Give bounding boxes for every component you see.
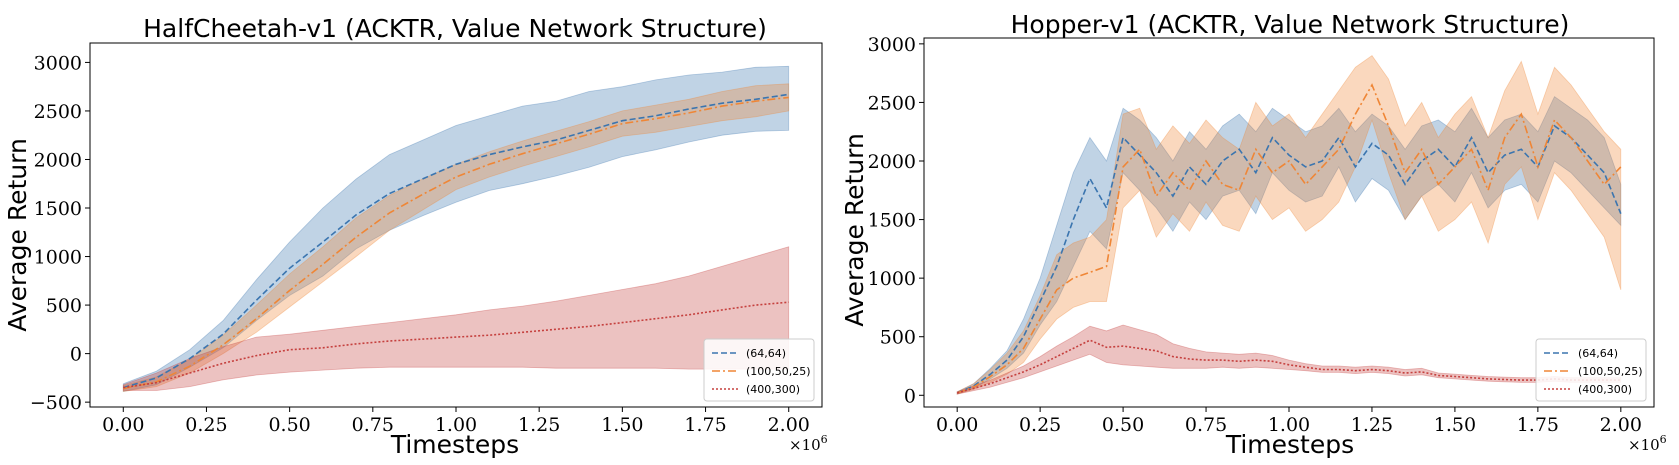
x-axis-multiplier: ×106 [1628,433,1667,454]
legend-box [1535,338,1647,402]
x-tick-label: 0.50 [1102,414,1144,436]
y-tick-label: 1000 [34,247,82,269]
y-tick-label: 500 [880,327,916,349]
x-tick-label: 0.75 [352,414,394,436]
x-tick-label: 1.50 [1434,414,1476,436]
y-tick-label: 3000 [34,52,82,74]
chart-halfcheetah: HalfCheetah-v1 (ACKTR, Value Network Str… [3,14,828,459]
x-axis-label: Timesteps [390,430,519,459]
confidence-band-2 [956,324,1622,395]
chart-title: HalfCheetah-v1 (ACKTR, Value Network Str… [143,14,767,43]
y-tick-label: 3000 [868,34,916,56]
series-line-0 [123,93,789,389]
x-tick-label: 1.00 [1268,414,1310,436]
series-line-2 [956,339,1621,394]
chart-hopper: Hopper-v1 (ACKTR, Value Network Structur… [840,10,1667,459]
x-axis-multiplier: ×106 [789,433,828,454]
x-tick-label: 1.50 [601,414,643,436]
confidence-band-0 [122,65,790,392]
y-tick-label: 1500 [34,198,82,220]
y-tick-label: 1500 [868,210,916,232]
legend-label-2: (400,300) [1578,383,1632,396]
legend-label-1: (100,50,25) [746,365,811,378]
y-tick-label: 500 [46,295,82,317]
legend-label-2: (400,300) [746,383,800,396]
x-tick-label: 2.00 [1600,414,1642,436]
x-tick-label: 1.25 [518,414,560,436]
series-line-1 [123,96,789,390]
x-tick-label: 0.00 [102,414,144,436]
x-tick-label: 1.75 [1517,414,1559,436]
x-tick-label: 0.75 [1185,414,1227,436]
y-axis-label: Average Return [3,138,32,332]
x-tick-label: 0.00 [936,414,978,436]
y-tick-label: 0 [904,385,916,407]
confidence-band-1 [122,83,790,392]
y-tick-label: 2000 [868,151,916,173]
series-line-0 [956,124,1622,394]
x-tick-label: 2.00 [768,414,810,436]
x-tick-label: 1.25 [1351,414,1393,436]
y-tick-label: 2500 [34,101,82,123]
y-tick-label: 2500 [868,92,916,114]
legend-label-0: (64,64) [1578,347,1618,360]
x-tick-label: 0.25 [185,414,227,436]
x-tick-label: 1.00 [435,414,477,436]
confidence-band-2 [122,246,790,391]
series-line-2 [123,301,789,389]
chart-title: Hopper-v1 (ACKTR, Value Network Structur… [1011,10,1570,39]
x-tick-label: 0.25 [1019,414,1061,436]
y-tick-label: 0 [70,344,82,366]
legend-label-1: (100,50,25) [1578,365,1643,378]
x-tick-label: 0.50 [268,414,310,436]
y-tick-label: −500 [30,392,82,414]
x-tick-label: 1.75 [684,414,726,436]
y-tick-label: 1000 [868,268,916,290]
x-axis-label: Timesteps [1225,430,1354,459]
legend-box [703,338,815,402]
y-axis-label: Average Return [840,133,869,327]
series-line-1 [956,83,1622,394]
legend-label-0: (64,64) [746,347,786,360]
y-tick-label: 2000 [34,149,82,171]
